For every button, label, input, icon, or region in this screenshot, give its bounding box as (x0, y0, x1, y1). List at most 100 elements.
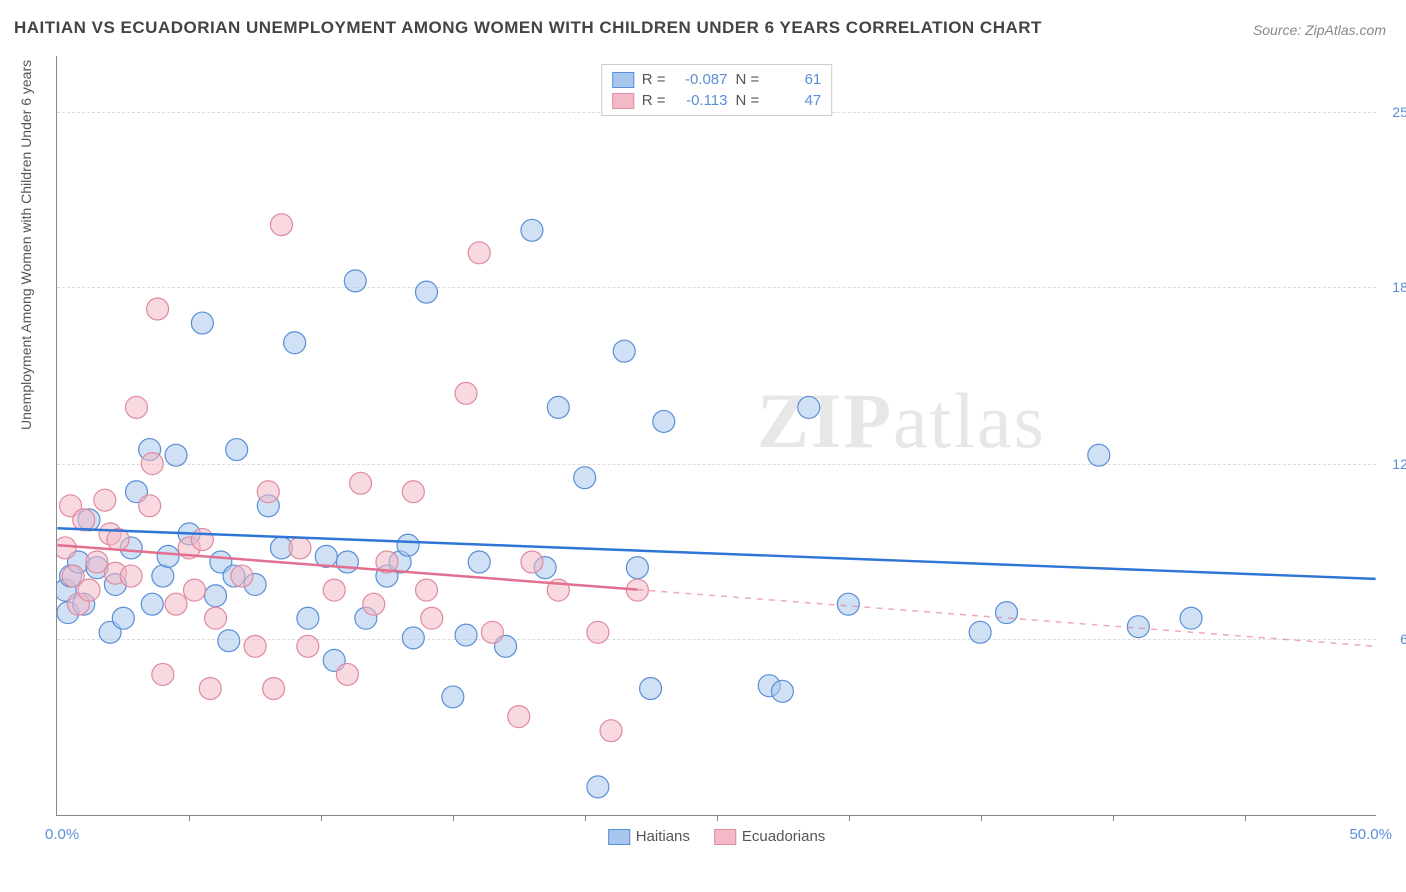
scatter-point (284, 332, 306, 354)
scatter-point (521, 219, 543, 241)
scatter-point (336, 663, 358, 685)
scatter-point (402, 627, 424, 649)
scatter-point (78, 579, 100, 601)
swatch-ecuadorians (714, 829, 736, 845)
x-tick (189, 815, 190, 821)
scatter-point (350, 472, 372, 494)
plot-area: ZIPatlas R = -0.087 N = 61 R = -0.113 N … (56, 56, 1376, 816)
scatter-point (165, 444, 187, 466)
scatter-point (653, 410, 675, 432)
scatter-point (183, 579, 205, 601)
scatter-point (152, 663, 174, 685)
scatter-point (1127, 616, 1149, 638)
scatter-point (112, 607, 134, 629)
scatter-point (1180, 607, 1202, 629)
y-tick-label: 18.8% (1382, 279, 1406, 295)
scatter-point (455, 624, 477, 646)
scatter-point (397, 534, 419, 556)
scatter-point (120, 565, 142, 587)
scatter-point (363, 593, 385, 615)
legend-stats: R = -0.087 N = 61 R = -0.113 N = 47 (601, 64, 833, 116)
scatter-point (323, 579, 345, 601)
scatter-point (289, 537, 311, 559)
scatter-point (613, 340, 635, 362)
x-tick (585, 815, 586, 821)
scatter-point (969, 621, 991, 643)
r-label: R = (642, 71, 666, 88)
scatter-point (547, 396, 569, 418)
scatter-point (442, 686, 464, 708)
scatter-point (147, 298, 169, 320)
scatter-point (152, 565, 174, 587)
scatter-point (297, 635, 319, 657)
scatter-point (336, 551, 358, 573)
scatter-point (837, 593, 859, 615)
scatter-point (226, 439, 248, 461)
x-tick (849, 815, 850, 821)
scatter-point (231, 565, 253, 587)
scatter-point (57, 537, 76, 559)
y-tick-label: 12.5% (1382, 456, 1406, 472)
scatter-point (415, 579, 437, 601)
scatter-point (205, 607, 227, 629)
scatter-point (402, 481, 424, 503)
legend-label: Haitians (636, 828, 690, 845)
r-value-haitians: -0.087 (674, 71, 728, 88)
scatter-point (165, 593, 187, 615)
scatter-point (141, 453, 163, 475)
n-value-haitians: 61 (767, 71, 821, 88)
scatter-point (600, 720, 622, 742)
scatter-point (157, 545, 179, 567)
scatter-point (640, 678, 662, 700)
x-axis-max: 50.0% (1349, 826, 1392, 843)
scatter-point (191, 312, 213, 334)
scatter-point (199, 678, 221, 700)
swatch-haitians (612, 72, 634, 88)
scatter-point (587, 776, 609, 798)
scatter-point (421, 607, 443, 629)
scatter-point (455, 382, 477, 404)
scatter-point (94, 489, 116, 511)
x-tick (321, 815, 322, 821)
legend-label: Ecuadorians (742, 828, 825, 845)
scatter-point (205, 585, 227, 607)
scatter-point (141, 593, 163, 615)
trend-line (57, 528, 1375, 579)
y-tick-label: 25.0% (1382, 104, 1406, 120)
swatch-haitians (608, 829, 630, 845)
scatter-point (139, 495, 161, 517)
scatter-point (270, 214, 292, 236)
scatter-point (626, 557, 648, 579)
legend-stats-row: R = -0.087 N = 61 (612, 69, 822, 90)
scatter-point (218, 630, 240, 652)
scatter-point (297, 607, 319, 629)
scatter-point (521, 551, 543, 573)
scatter-point (468, 551, 490, 573)
legend-item-ecuadorians: Ecuadorians (714, 828, 825, 845)
r-label: R = (642, 92, 666, 109)
legend-stats-row: R = -0.113 N = 47 (612, 90, 822, 111)
scatter-point (1088, 444, 1110, 466)
scatter-point (244, 635, 266, 657)
scatter-point (587, 621, 609, 643)
legend-series: Haitians Ecuadorians (608, 828, 826, 845)
n-value-ecuadorians: 47 (767, 92, 821, 109)
x-tick (717, 815, 718, 821)
scatter-point (574, 467, 596, 489)
scatter-point (481, 621, 503, 643)
scatter-point (263, 678, 285, 700)
scatter-point (996, 602, 1018, 624)
chart-svg (57, 56, 1376, 815)
scatter-point (73, 509, 95, 531)
scatter-point (344, 270, 366, 292)
x-tick (981, 815, 982, 821)
y-axis-label: Unemployment Among Women with Children U… (18, 60, 34, 430)
legend-item-haitians: Haitians (608, 828, 690, 845)
scatter-point (257, 481, 279, 503)
scatter-point (468, 242, 490, 264)
x-tick (453, 815, 454, 821)
x-tick (1113, 815, 1114, 821)
scatter-point (771, 680, 793, 702)
x-tick (1245, 815, 1246, 821)
swatch-ecuadorians (612, 93, 634, 109)
